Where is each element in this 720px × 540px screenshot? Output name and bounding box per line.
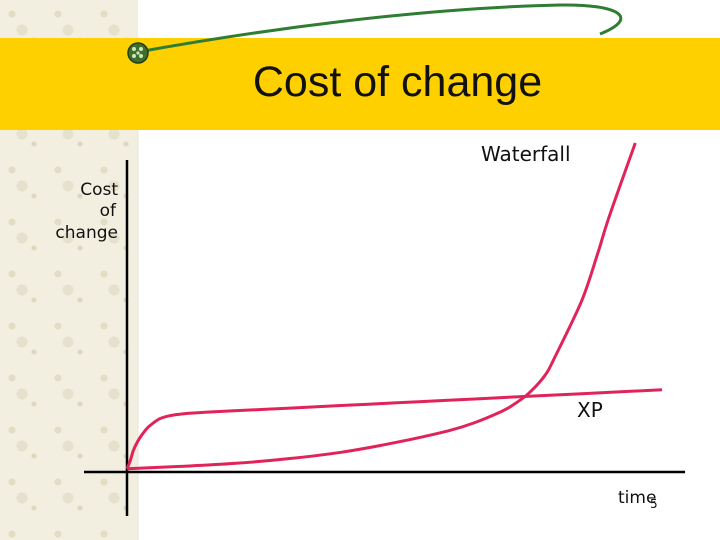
series-label-waterfall: Waterfall	[481, 142, 571, 166]
series-line-xp	[125, 388, 663, 470]
globe-icon	[127, 42, 149, 64]
y-axis-label-line-1: Cost	[80, 180, 118, 200]
series-line-waterfall	[126, 142, 637, 471]
slide-number: 5	[650, 497, 658, 511]
axes	[84, 160, 685, 516]
decorative-swoosh	[137, 3, 623, 54]
slide-title: Cost of change	[252, 58, 543, 106]
series-label-xp: XP	[577, 398, 603, 422]
y-axis-label-line-2: of	[100, 201, 117, 221]
x-axis-label: time	[618, 488, 656, 508]
y-axis-label: Cost of change	[55, 180, 118, 243]
y-axis-label-line-3: change	[55, 223, 118, 243]
title-bar	[0, 38, 720, 130]
